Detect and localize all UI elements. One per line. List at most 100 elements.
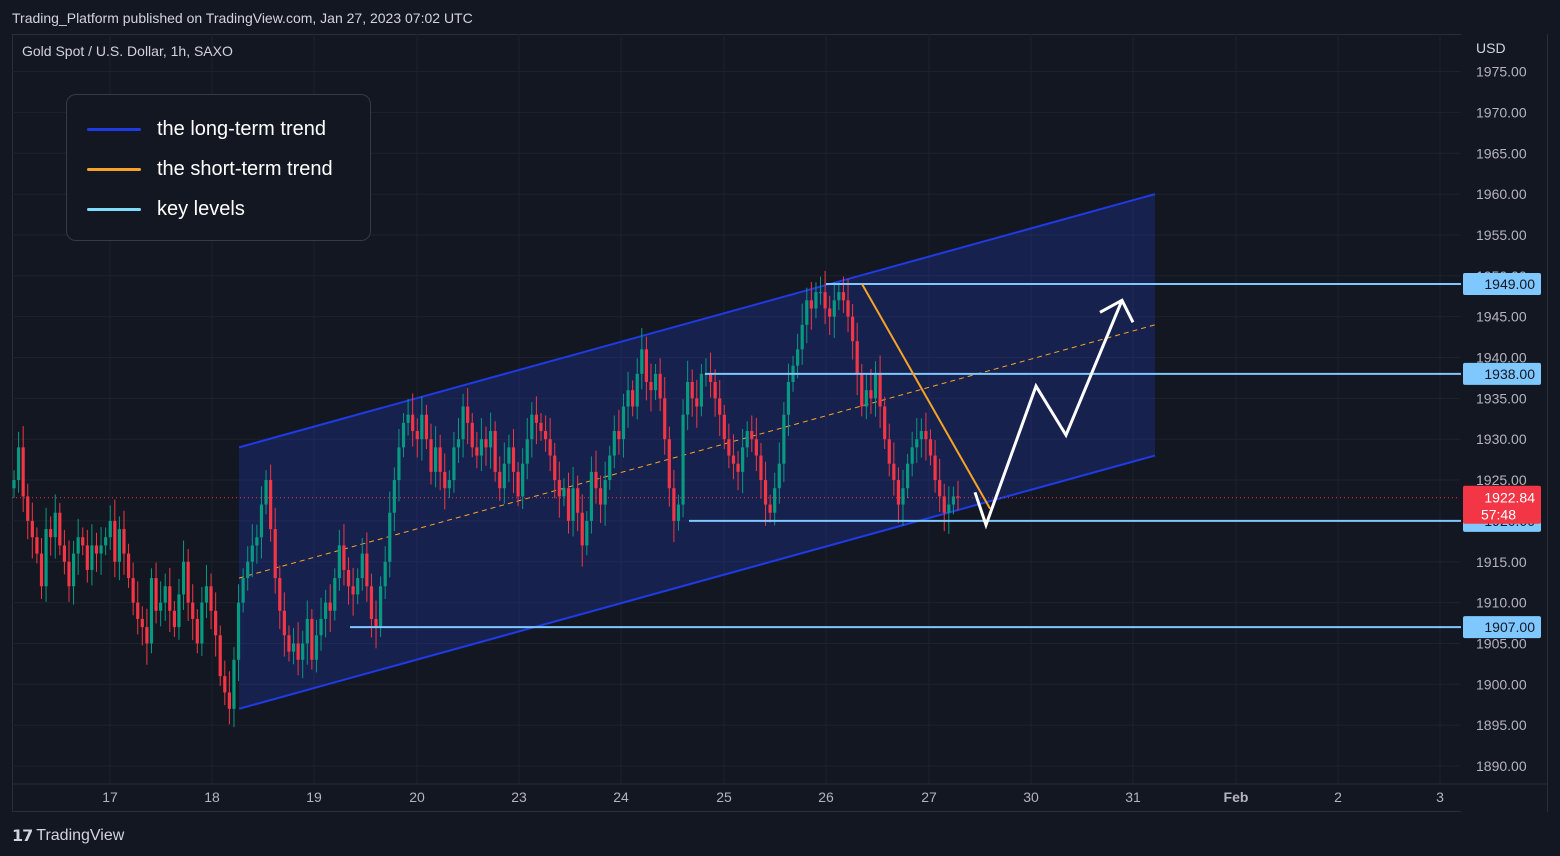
candle-body	[750, 431, 754, 440]
candle-body	[576, 488, 580, 513]
candle-body	[905, 463, 910, 489]
candle-body	[837, 292, 841, 301]
candle-body	[172, 610, 176, 628]
candle-body	[594, 471, 598, 489]
price-tick-label: 1940.00	[1476, 350, 1527, 366]
candle-body	[209, 586, 213, 611]
candle-body	[49, 529, 53, 538]
candle-body	[598, 488, 603, 505]
candle-body	[401, 422, 406, 448]
candle-body	[333, 578, 337, 611]
legend-label: the short-term trend	[157, 157, 333, 180]
candle-body	[159, 602, 163, 611]
candle-body	[383, 561, 387, 587]
time-tick-label: 30	[1023, 789, 1039, 805]
candle-body	[126, 553, 131, 579]
candle-body	[823, 292, 827, 309]
candle-body	[200, 602, 204, 644]
candle-body	[809, 300, 813, 309]
time-tick-label: 18	[204, 789, 220, 805]
candle-body	[493, 431, 497, 472]
candle-body	[191, 602, 195, 619]
candle-body	[562, 488, 566, 497]
key-level-tag	[1463, 616, 1541, 639]
tradingview-logo-icon: 𝟭𝟳	[12, 828, 33, 845]
candle-body	[310, 618, 314, 660]
candle-body	[484, 439, 488, 448]
footer[interactable]: 𝟭𝟳 TradingView	[12, 826, 124, 846]
candle-body	[227, 692, 231, 709]
candle-body	[708, 373, 713, 383]
candle-body	[658, 373, 662, 399]
candle-body	[39, 553, 44, 587]
candle-body	[461, 406, 465, 440]
candle-body	[76, 537, 80, 554]
candle-body	[369, 586, 374, 619]
price-tick-label: 1960.00	[1476, 186, 1527, 202]
legend-item-key-levels: key levels	[87, 197, 245, 221]
price-tick-label: 1910.00	[1476, 595, 1527, 611]
candle-body	[521, 463, 525, 497]
candle-body	[617, 431, 621, 440]
price-tick-label: 1975.00	[1476, 64, 1527, 80]
candle-body	[53, 512, 57, 538]
candle-body	[488, 431, 493, 448]
candle-body	[314, 635, 319, 660]
candle-body	[328, 602, 332, 611]
candle-body	[433, 447, 438, 472]
price-tick-label: 1970.00	[1476, 104, 1527, 120]
price-tick-label: 1905.00	[1476, 635, 1527, 651]
candle-body	[58, 512, 62, 546]
candle-body	[374, 618, 378, 628]
candle-body	[351, 586, 355, 595]
short-term-trend-line	[861, 283, 991, 510]
candle-body	[566, 488, 571, 521]
symbol-title[interactable]: Gold Spot / U.S. Dollar, 1h, SAXO	[22, 43, 233, 59]
candle-body	[516, 471, 520, 497]
time-tick-label: 23	[511, 789, 527, 805]
key-level-tag-label: 1949.00	[1484, 276, 1535, 292]
price-tick-label: 1900.00	[1476, 676, 1527, 692]
price-tick-label: 1965.00	[1476, 145, 1527, 161]
candle-body	[846, 300, 850, 317]
candle-body	[892, 463, 896, 481]
time-axis: 17 18 19 20 23 24 25 26 27 30 31 Feb 2 3	[12, 783, 1547, 805]
candle-body	[360, 553, 364, 579]
candle-body	[163, 586, 167, 603]
candle-body	[456, 439, 461, 448]
candle-body	[896, 480, 901, 505]
candle-body	[356, 578, 360, 595]
candle-body	[470, 422, 474, 448]
candle-body	[869, 390, 873, 399]
candle-body	[676, 504, 681, 521]
candle-body	[85, 545, 89, 570]
time-tick-label: 3	[1436, 789, 1444, 805]
candle-body	[438, 447, 442, 472]
candle-body	[887, 439, 891, 464]
chart-frame[interactable]	[12, 34, 1548, 812]
candle-body	[62, 545, 67, 562]
time-tick-label: 24	[613, 789, 629, 805]
candle-body	[16, 447, 21, 481]
candle-body	[530, 414, 534, 440]
candle-body	[117, 529, 121, 562]
candle-body	[860, 373, 864, 407]
price-tick-label: 1945.00	[1476, 309, 1527, 325]
footer-brand: TradingView	[36, 827, 125, 844]
legend-label: key levels	[157, 197, 245, 220]
candle-body	[699, 373, 703, 407]
candle-body	[919, 431, 923, 440]
candle-body	[30, 520, 34, 538]
candle-body	[195, 618, 199, 644]
candle-body	[873, 373, 878, 399]
candle-body	[337, 545, 341, 579]
candle-body	[947, 504, 951, 513]
candle-body	[255, 537, 259, 546]
candle-body	[718, 398, 722, 415]
candle-body	[608, 455, 612, 481]
candle-body	[35, 537, 39, 554]
candle-body	[99, 545, 103, 554]
candle-body	[621, 406, 626, 440]
